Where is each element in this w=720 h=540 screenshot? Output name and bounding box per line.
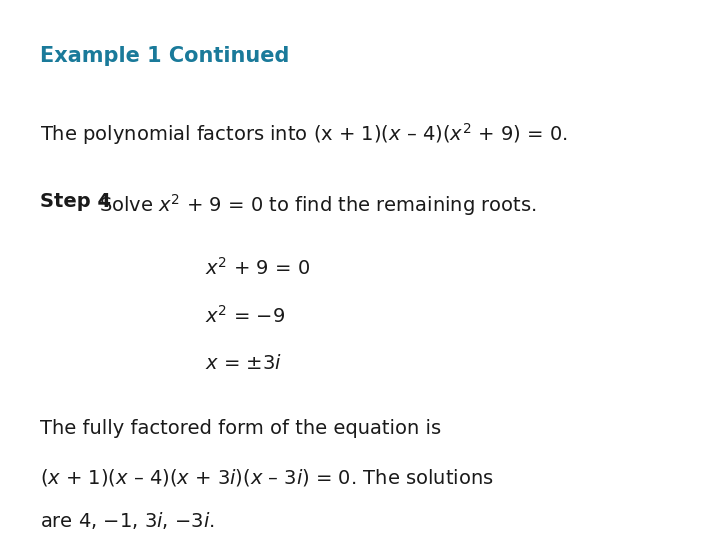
Text: Solve $x^{2}$ + 9 = 0 to find the remaining roots.: Solve $x^{2}$ + 9 = 0 to find the remain… [99, 192, 537, 218]
Text: The polynomial factors into (x + 1)($x$ – 4)($x^{2}$ + 9) = 0.: The polynomial factors into (x + 1)($x$ … [40, 122, 567, 147]
Text: The fully factored form of the equation is: The fully factored form of the equation … [40, 418, 441, 437]
Text: $x^{2}$ + 9 = 0: $x^{2}$ + 9 = 0 [205, 256, 310, 279]
Text: Example 1 Continued: Example 1 Continued [40, 46, 289, 66]
Text: $x^{2}$ = −9: $x^{2}$ = −9 [205, 305, 285, 327]
Text: $x$ = ±3$i$: $x$ = ±3$i$ [205, 354, 282, 373]
Text: ($x$ + 1)($x$ – 4)($x$ + 3$i$)($x$ – 3$i$) = 0. The solutions: ($x$ + 1)($x$ – 4)($x$ + 3$i$)($x$ – 3$i… [40, 467, 493, 488]
Text: are 4, −1, 3$i$, −3$i$.: are 4, −1, 3$i$, −3$i$. [40, 510, 215, 531]
Text: Step 4: Step 4 [40, 192, 111, 211]
